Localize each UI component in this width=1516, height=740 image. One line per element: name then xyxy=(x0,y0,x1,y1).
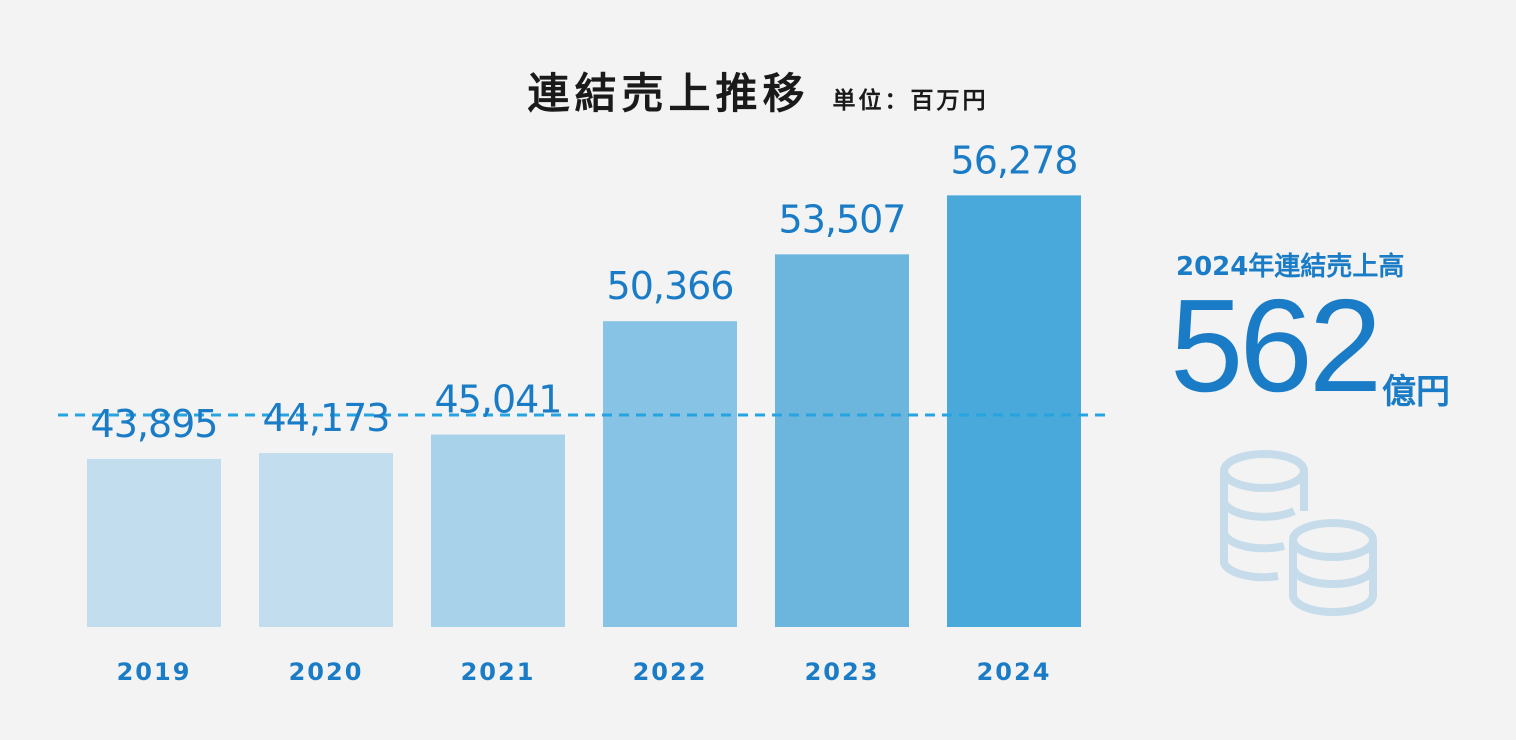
bar-2021 xyxy=(431,434,565,627)
value-labels-group: 43,895 44,173 45,041 50,366 53,507 56,278 xyxy=(91,138,1079,446)
chart-unit-label: 単位：百万円 xyxy=(832,88,989,114)
bar-value-label-2023: 53,507 xyxy=(779,197,906,241)
bar-2020 xyxy=(259,453,393,627)
coins-icon xyxy=(1220,450,1377,616)
bar-2022 xyxy=(603,321,737,627)
bar-value-label-2020: 44,173 xyxy=(263,396,390,440)
bar-value-label-2019: 43,895 xyxy=(91,402,218,446)
x-tick-label-2022: 2022 xyxy=(633,658,708,686)
bar-2023 xyxy=(775,254,909,627)
bar-2024 xyxy=(947,195,1081,627)
summary-number: 562 xyxy=(1170,272,1382,419)
bar-value-label-2024: 56,278 xyxy=(951,138,1078,182)
bars-group xyxy=(87,195,1081,627)
x-tick-label-2019: 2019 xyxy=(117,658,192,686)
x-tick-labels-group: 2019 2020 2021 2022 2023 2024 xyxy=(117,658,1052,686)
x-tick-label-2024: 2024 xyxy=(977,658,1052,686)
bar-2019 xyxy=(87,458,221,627)
chart-title: 連結売上推移 単位：百万円 xyxy=(0,60,1516,121)
bar-value-label-2021: 45,041 xyxy=(435,378,562,422)
chart-title-main: 連結売上推移 xyxy=(527,69,810,118)
x-tick-label-2020: 2020 xyxy=(289,658,364,686)
summary-unit: 億円 xyxy=(1382,372,1450,412)
x-tick-label-2021: 2021 xyxy=(461,658,536,686)
bar-chart: 43,895 44,173 45,041 50,366 53,507 56,278 201… xyxy=(58,138,1112,686)
summary-label: 2024年連結売上高 xyxy=(1176,252,1405,282)
x-tick-label-2023: 2023 xyxy=(805,658,880,686)
bar-value-label-2022: 50,366 xyxy=(607,264,734,308)
